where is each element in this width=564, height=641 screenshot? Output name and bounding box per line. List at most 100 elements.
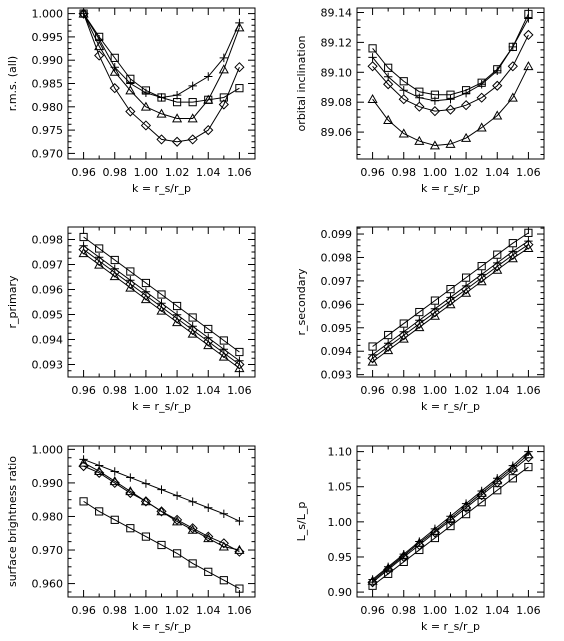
data-point-triangle [156,108,167,118]
series-line [83,500,240,590]
series-line [372,13,529,96]
data-point-diamond [203,531,214,542]
y-tick-label: 0.093 [321,369,353,382]
data-point-triangle [383,345,394,355]
y-axis-label: r.m.s. (all) [6,56,19,111]
data-point-triangle [218,351,229,361]
data-point-triangle [429,140,440,150]
x-tick-label: 0.98 [103,166,128,179]
data-point-diamond [109,477,120,489]
data-point-diamond [460,100,472,111]
x-tick-label: 0.96 [360,384,385,397]
data-point-diamond [414,318,425,329]
data-point-diamond [429,106,441,117]
data-point-triangle [234,22,245,32]
series-line [83,13,240,119]
x-tick-label: 0.98 [392,384,417,397]
y-tick-label: 0.90 [328,586,353,599]
data-point-diamond [523,452,534,463]
data-point-square [368,44,377,53]
data-point-square [446,521,455,531]
series-triangle [367,61,534,150]
data-point-square [415,545,424,555]
data-point-triangle [203,94,214,104]
data-point-diamond [507,249,518,260]
data-point-square [235,347,244,357]
data-point-diamond [125,487,136,499]
x-tick-label: 1.04 [485,604,510,617]
data-point-square [141,278,151,288]
data-point-diamond [78,461,89,472]
data-point-square [235,584,244,593]
y-tick-label: 1.00 [328,516,353,529]
x-tick-label: 0.96 [71,166,96,179]
data-point-square [399,77,408,86]
y-tick-label: 89.08 [321,96,353,109]
y-tick-label: 0.094 [321,345,353,358]
data-point-square [110,255,119,265]
data-point-diamond [156,134,167,145]
data-point-square [524,228,533,237]
data-point-square [172,98,182,107]
data-point-triangle [78,248,89,258]
data-point-triangle [523,242,534,252]
x-tick-label: 1.04 [485,166,510,179]
series-plus [368,236,533,359]
chart-panel-3: 0.96 0.98 1.00 1.02 1.04 1.06 0.093 0.094 0.095 0… [6,226,256,413]
data-point-square [461,273,471,282]
series-line [372,244,529,359]
data-point-square [430,533,440,543]
data-point-square [157,93,166,102]
data-point-square [95,32,104,41]
data-point-diamond [78,8,89,19]
data-point-plus [126,473,135,482]
series-diamond [78,8,245,147]
x-tick-label: 1.02 [165,604,190,617]
data-point-diamond [125,278,136,290]
data-point-triangle [156,506,167,516]
data-point-square [79,232,88,242]
data-point-square [126,74,135,83]
data-point-square [368,342,377,351]
data-point-square [384,569,393,578]
y-tick-label: 0.970 [32,544,64,557]
chart-panel-5: 0.96 0.98 1.00 1.02 1.04 1.06 0.960 0.970 0.980 0… [6,443,256,633]
data-point-square [110,515,119,524]
data-point-triangle [140,294,151,304]
data-point-diamond [234,359,245,370]
data-point-plus [204,72,213,81]
data-point-diamond [398,330,409,341]
data-point-diamond [429,307,441,318]
data-point-plus [141,479,151,488]
data-point-square [95,507,104,516]
data-point-triangle [398,128,409,138]
y-tick-label: 0.098 [32,234,64,247]
data-point-diamond [156,301,167,313]
y-tick-label: 0.980 [32,101,64,114]
series-line [372,454,529,582]
y-tick-label: 89.12 [321,36,353,49]
x-tick-label: 1.00 [423,384,448,397]
x-tick-label: 1.00 [423,604,448,617]
y-axis-label: L_s/L_p [295,502,308,542]
y-tick-label: 0.097 [32,259,64,272]
data-point-square [126,524,135,533]
data-point-triangle [109,66,120,76]
x-tick-label: 1.06 [227,384,252,397]
data-point-square [141,532,151,541]
data-point-diamond [187,134,198,145]
data-point-square [384,330,393,340]
data-point-diamond [171,514,183,525]
data-point-diamond [367,353,378,364]
y-tick-label: 0.098 [321,251,353,264]
data-point-triangle [445,299,456,309]
data-point-square [126,267,135,276]
data-point-plus [235,516,244,526]
plot-frame [67,445,256,598]
chart-panel-6: 0.96 0.98 1.00 1.02 1.04 1.06 0.90 0.95 1.00 1.05… [295,445,545,633]
data-point-plus [188,497,197,506]
y-tick-label: 0.975 [32,124,64,137]
series-diamond [78,461,245,557]
data-point-diamond [367,61,378,72]
data-point-plus [415,93,424,102]
